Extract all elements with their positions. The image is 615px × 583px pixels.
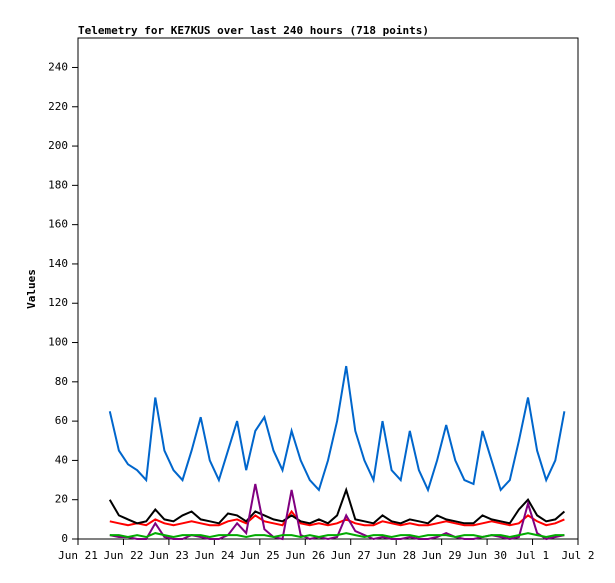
x-tick-label: Jun 30 (467, 549, 507, 562)
x-tick-label: Jun 29 (422, 549, 462, 562)
chart-title: Telemetry for KE7KUS over last 240 hours… (78, 24, 429, 37)
series-line (108, 486, 566, 525)
series-line (109, 509, 565, 527)
y-tick-label: 220 (48, 100, 68, 113)
y-tick-label: 20 (55, 493, 68, 506)
series-line (109, 483, 565, 541)
plot-frame (77, 37, 579, 540)
y-tick-label: 0 (61, 532, 68, 545)
y-axis-label: Values (25, 269, 38, 309)
x-tick-label: Jul 2 (561, 549, 594, 562)
x-tick-label: Jun 28 (376, 549, 416, 562)
y-tick-label: 120 (48, 296, 68, 309)
y-tick-label: 100 (48, 336, 68, 349)
y-tick-label: 160 (48, 218, 68, 231)
y-tick-label: 180 (48, 178, 68, 191)
y-tick-label: 200 (48, 139, 68, 152)
x-tick-label: Jun 26 (285, 549, 325, 562)
x-tick-label: Jun 23 (149, 549, 189, 562)
y-tick-label: 240 (48, 60, 68, 73)
series-line (108, 365, 566, 493)
x-tick-label: Jun 25 (240, 549, 280, 562)
x-tick-label: Jun 27 (331, 549, 371, 562)
y-tick-label: 80 (55, 375, 68, 388)
y-tick-label: 60 (55, 414, 68, 427)
y-tick-label: 140 (48, 257, 68, 270)
x-tick-label: Jun 24 (194, 549, 234, 562)
x-tick-label: Jun 22 (104, 549, 144, 562)
y-tick-label: 40 (55, 453, 68, 466)
x-tick-label: Jul 1 (516, 549, 549, 562)
series-line (109, 532, 565, 539)
x-tick-label: Jun 21 (58, 549, 98, 562)
